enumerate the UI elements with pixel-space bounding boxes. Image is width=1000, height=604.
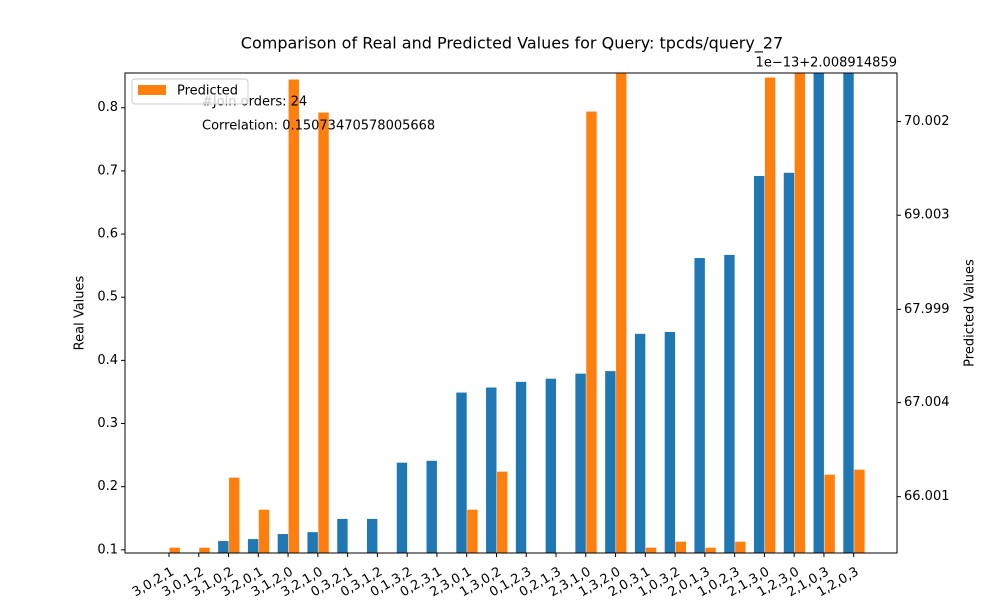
y-tick-label: 0.2 xyxy=(97,479,118,494)
bar xyxy=(824,474,835,553)
annotation: Correlation: 0.15073470578005668 xyxy=(202,119,435,134)
bar xyxy=(664,331,676,553)
bar xyxy=(754,175,765,553)
bar xyxy=(396,462,408,553)
plot-frame xyxy=(124,72,898,554)
bar xyxy=(318,112,329,553)
bar xyxy=(575,373,586,553)
bar xyxy=(247,539,259,553)
bar xyxy=(813,73,824,553)
bar xyxy=(764,77,776,553)
bar xyxy=(277,534,289,553)
bar xyxy=(218,541,229,553)
bar xyxy=(735,541,746,553)
bar xyxy=(675,541,686,553)
y-tick-label: 0.4 xyxy=(97,353,118,368)
bar xyxy=(486,387,497,553)
bar xyxy=(783,172,795,553)
y2-tick-label: 67.999 xyxy=(904,302,950,317)
y-axis-label: Real Values xyxy=(73,275,88,350)
y2-tick-label: 66.001 xyxy=(904,489,950,504)
bar xyxy=(694,258,705,553)
bar xyxy=(645,547,657,553)
chart-title: Comparison of Real and Predicted Values … xyxy=(241,34,783,54)
bar xyxy=(854,469,865,553)
legend-swatch xyxy=(138,85,166,95)
y-tick-label: 0.7 xyxy=(97,163,118,178)
bar xyxy=(199,547,210,553)
y-tick-label: 0.8 xyxy=(97,100,118,115)
bar xyxy=(843,73,854,553)
bar xyxy=(794,73,806,553)
bar xyxy=(545,378,557,553)
plot-area xyxy=(169,73,865,553)
y2-offset-label: 1e−13+2.008914859 xyxy=(756,56,897,71)
bar xyxy=(169,547,180,553)
bar xyxy=(258,509,270,553)
bar xyxy=(724,254,735,553)
legend-label: Predicted xyxy=(177,84,238,99)
bar xyxy=(456,392,467,553)
bar xyxy=(337,518,348,553)
bar xyxy=(467,509,478,553)
bar xyxy=(634,333,646,553)
y-tick-label: 0.5 xyxy=(97,290,118,305)
bar xyxy=(705,547,716,553)
bar xyxy=(616,73,627,553)
bar xyxy=(426,460,437,553)
y-tick-label: 0.1 xyxy=(97,542,118,557)
y-tick-label: 0.6 xyxy=(97,227,118,242)
bar xyxy=(288,79,299,553)
bar xyxy=(307,532,318,553)
y2-axis-label: Predicted Values xyxy=(963,259,978,367)
y-tick-label: 0.3 xyxy=(97,416,118,431)
bar xyxy=(496,471,508,553)
bar xyxy=(586,111,597,553)
bar xyxy=(605,371,616,553)
y2-tick-label: 69.003 xyxy=(904,208,950,223)
bar xyxy=(515,381,527,553)
bar xyxy=(229,477,240,553)
y2-tick-label: 70.002 xyxy=(904,114,950,129)
y2-tick-label: 67.004 xyxy=(904,395,950,410)
bar xyxy=(366,518,378,553)
